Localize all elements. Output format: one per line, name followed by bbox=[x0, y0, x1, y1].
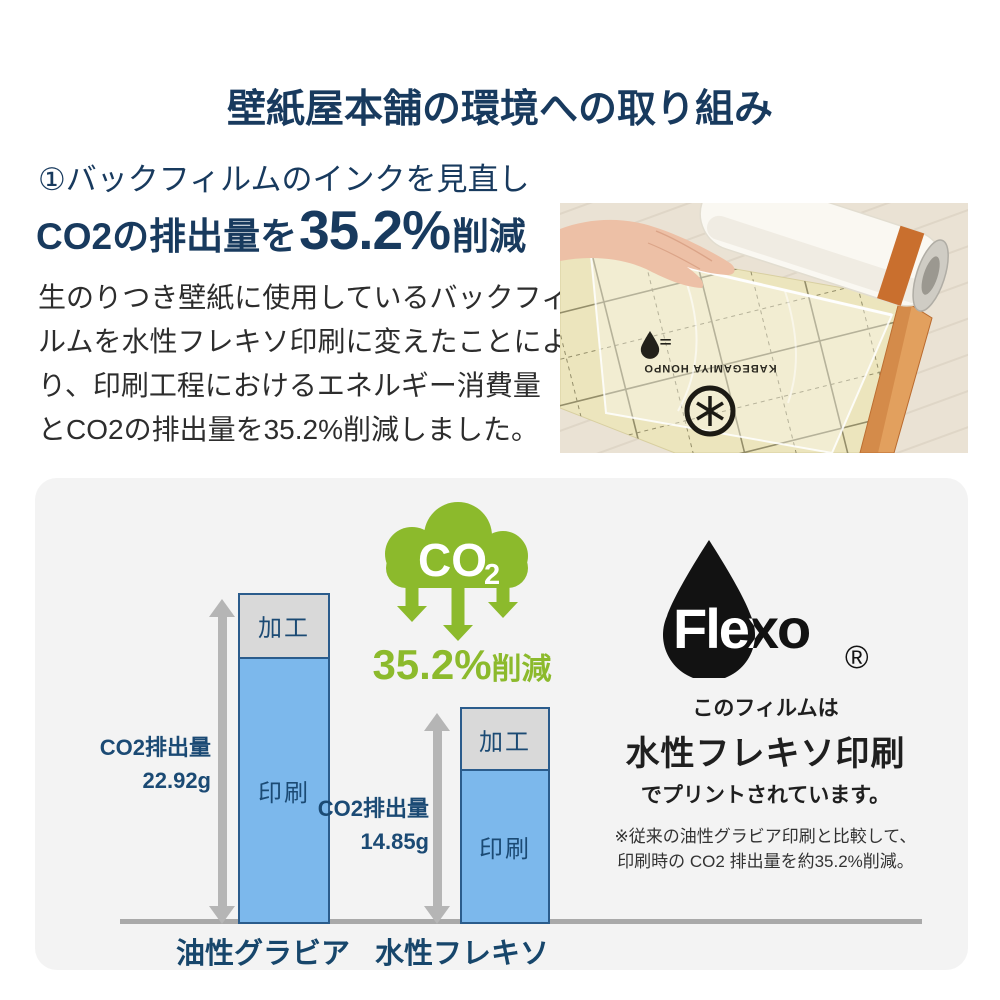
co2-measure-arrow-gravure bbox=[209, 598, 235, 924]
down-arrow-icon bbox=[397, 586, 427, 622]
intro-line-2: ルムを水性フレキソ印刷に変えたことによ bbox=[38, 326, 570, 357]
category-label-gravure: 油性グラビア bbox=[175, 938, 350, 970]
cloud-co-text: CO bbox=[418, 534, 487, 586]
co2-total-flexo: CO2排出量 14.85g bbox=[318, 792, 429, 858]
bar-segment-processing: 加工 bbox=[462, 709, 548, 772]
flexo-caption-2: 水性フレキソ印刷 bbox=[625, 735, 906, 773]
flexo-caption-3: でプリントされています。 bbox=[640, 784, 891, 807]
intro-line-4: とCO2の排出量を35.2%削減しました。 bbox=[38, 414, 539, 445]
cloud-sub2-text: 2 bbox=[484, 559, 500, 591]
arrow-shaft bbox=[432, 730, 442, 907]
category-label-flexo: 水性フレキソ bbox=[374, 938, 549, 970]
co2-total-gravure: CO2排出量 22.92g bbox=[100, 731, 211, 797]
flexo-note-2: 印刷時の CO2 排出量を約35.2%削減。 bbox=[617, 852, 914, 871]
page-title: 壁紙屋本舗の環境への取り組み bbox=[226, 88, 773, 132]
reduction-suffix: 削減 bbox=[491, 653, 552, 686]
segment-label: 印刷 bbox=[258, 779, 310, 807]
flexo-wordmark-overlay: Flexo bbox=[673, 597, 810, 660]
flexo-caption-1: このフィルムは bbox=[692, 697, 839, 720]
arrow-down-icon bbox=[209, 906, 235, 924]
flexo-logo: Flexo Flexo ® bbox=[662, 540, 869, 678]
flexo-note-1: ※従来の油性グラビア印刷と比較して、 bbox=[614, 827, 917, 846]
bar-segment-printing: 印刷 bbox=[462, 771, 548, 922]
segment-label: 加工 bbox=[479, 728, 531, 756]
bar-gravure: 加工 印刷 bbox=[238, 592, 330, 924]
total-label-text: CO2排出量 bbox=[317, 796, 429, 821]
infographic-panel: 加工 印刷 加工 印刷 CO2排出量 22.92g CO2排出量 14.85g … bbox=[35, 478, 968, 970]
intro-line-1: 生のりつき壁紙に使用しているバックフィ bbox=[38, 282, 569, 313]
intro-paragraph: 生のりつき壁紙に使用しているバックフィ ルムを水性フレキソ印刷に変えたことによ … bbox=[38, 276, 569, 452]
arrow-shaft bbox=[217, 615, 227, 907]
down-arrow-icon bbox=[443, 586, 473, 641]
intro-line-3: り、印刷工程におけるエネルギー消費量 bbox=[38, 370, 541, 401]
arrow-up-icon bbox=[424, 713, 450, 732]
droplet-icon bbox=[662, 540, 755, 678]
headline-value: 35.2% bbox=[299, 199, 451, 261]
segment-label: 印刷 bbox=[479, 836, 531, 864]
co2-reduction-headline: CO2の排出量を 35.2% 削減 bbox=[36, 198, 526, 262]
film-printed-emblem bbox=[684, 385, 736, 437]
reduction-value: 35.2% bbox=[372, 641, 492, 688]
total-value: 14.85g bbox=[360, 829, 430, 854]
bar-flexo: 加工 印刷 bbox=[460, 707, 550, 924]
hand bbox=[560, 219, 735, 288]
bar-segment-printing: 印刷 bbox=[240, 658, 328, 922]
headline-prefix: CO2の排出量を bbox=[36, 216, 298, 257]
arrow-down-icon bbox=[424, 906, 450, 924]
sheet-orange-edge-shadow bbox=[860, 298, 912, 453]
section-heading: ①バックフィルムのインクを見直し bbox=[38, 162, 530, 197]
down-arrow-icon bbox=[488, 586, 518, 618]
reduction-callout: 35.2%削減 bbox=[357, 641, 567, 689]
segment-label: 加工 bbox=[258, 615, 310, 643]
bar-segment-processing: 加工 bbox=[240, 594, 328, 659]
roll-orange-band bbox=[877, 225, 925, 306]
registered-mark: ® bbox=[845, 639, 869, 675]
product-photo-illustration: KABEGAMIYA HONPO bbox=[560, 203, 968, 453]
film-brand-text: KABEGAMIYA HONPO bbox=[643, 362, 776, 374]
film-droplet-mark bbox=[640, 331, 671, 359]
film-roll bbox=[699, 203, 949, 312]
flexo-block: Flexo Flexo ® このフィルムは 水性フレキソ印刷 でプリントされてい… bbox=[593, 536, 938, 873]
headline-suffix: 削減 bbox=[452, 216, 527, 257]
arrow-up-icon bbox=[209, 598, 235, 617]
total-value: 22.92g bbox=[142, 768, 212, 793]
co2-cloud-icon: CO 2 bbox=[385, 502, 528, 641]
flexo-wordmark: Flexo bbox=[673, 597, 810, 660]
total-label-text: CO2排出量 bbox=[99, 735, 211, 760]
co2-measure-arrow-flexo bbox=[424, 713, 450, 924]
